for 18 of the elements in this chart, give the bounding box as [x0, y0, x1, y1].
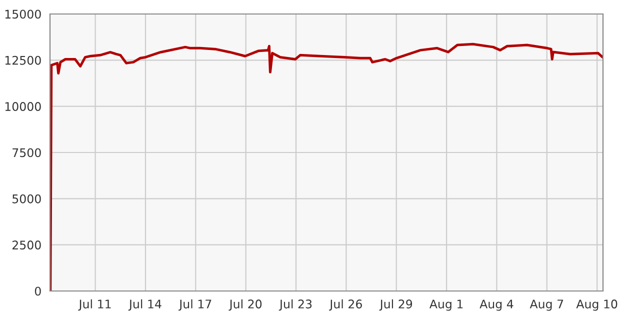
- x-tick-label: Aug 7: [530, 300, 564, 311]
- x-tick-label: Jul 14: [128, 299, 162, 311]
- y-tick-label: 10000: [5, 102, 41, 111]
- x-tick-label: Aug 1: [429, 300, 463, 311]
- y-tick-label: 12500: [5, 56, 41, 65]
- x-tick-label: Jul 23: [278, 299, 312, 311]
- x-tick-label: Jul 26: [329, 299, 362, 311]
- x-tick-label: Jul 20: [228, 299, 262, 311]
- x-tick-label: Jul 29: [379, 299, 412, 311]
- x-tick-label: Jul 11: [78, 299, 111, 311]
- y-tick-label: 0: [34, 286, 41, 296]
- x-tick-label: Jul 17: [178, 299, 212, 311]
- x-tick-label: Aug 10: [576, 300, 618, 311]
- x-tick-label: Aug 4: [480, 300, 514, 311]
- y-tick-label: 2500: [12, 240, 41, 250]
- y-tick-label: 5000: [12, 194, 41, 204]
- y-tick-label: 15000: [5, 10, 41, 19]
- y-tick-label: 7500: [12, 148, 41, 158]
